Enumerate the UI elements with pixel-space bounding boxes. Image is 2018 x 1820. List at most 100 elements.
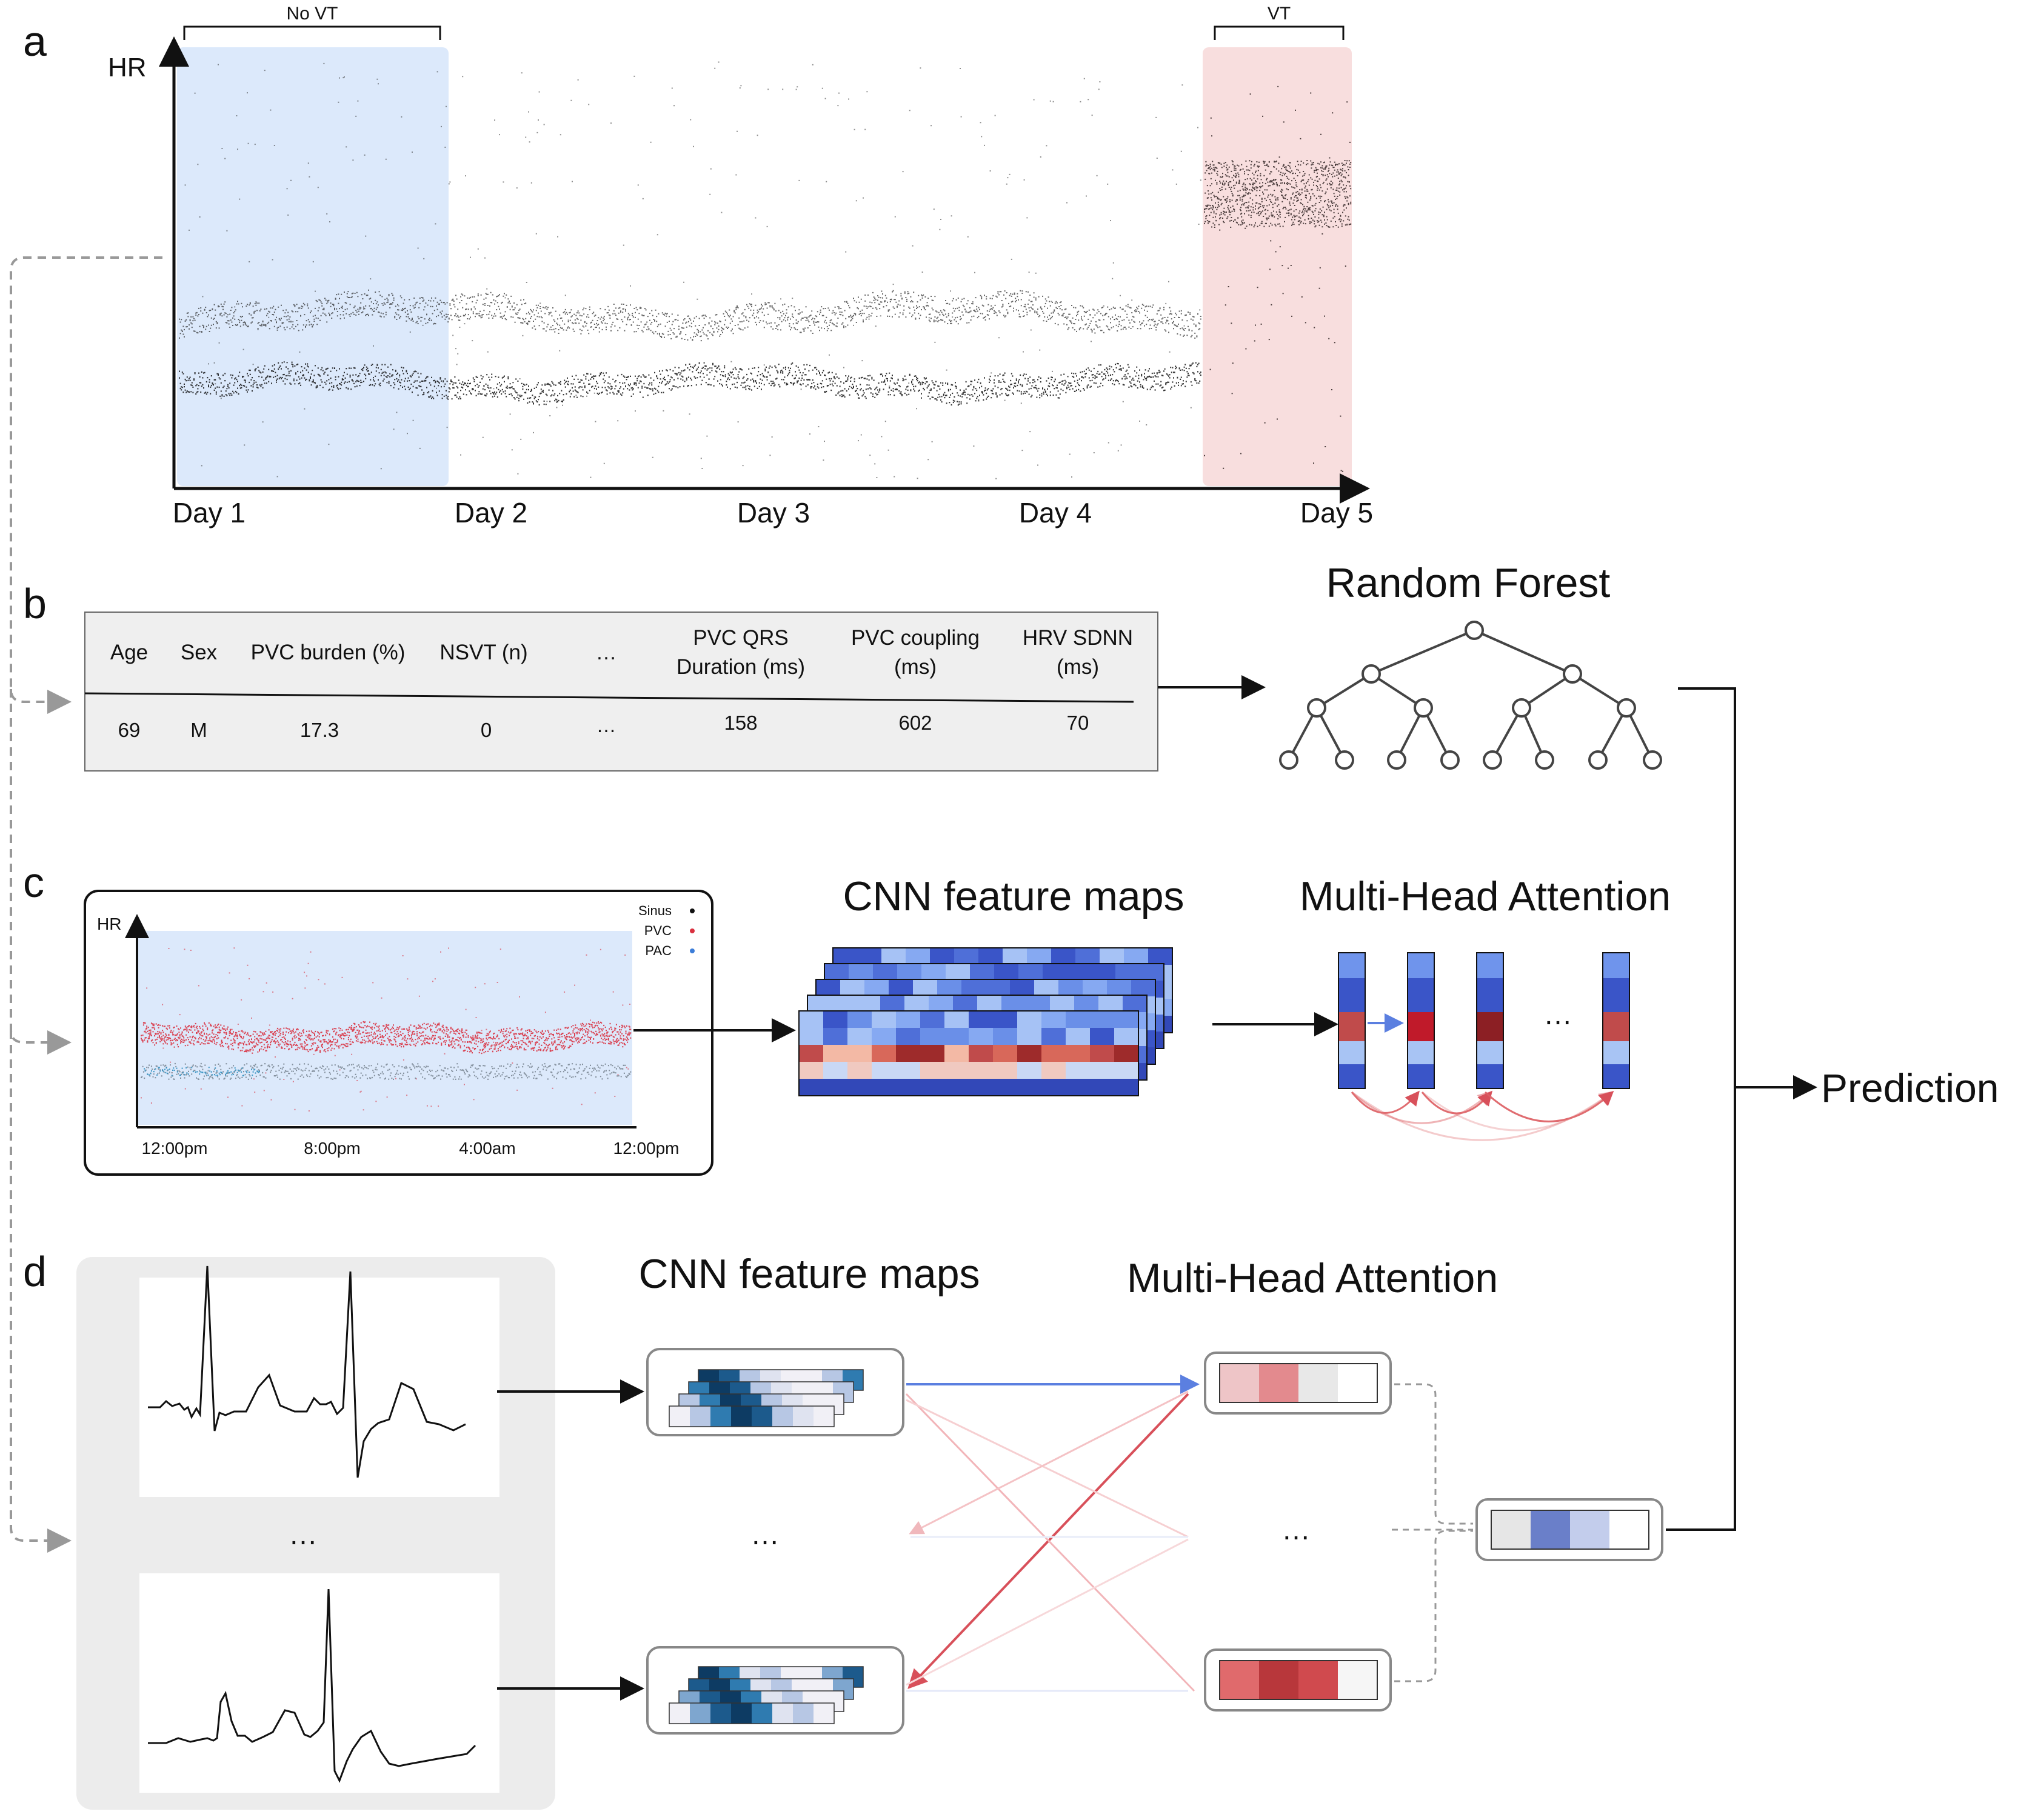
value-ellipsis: …	[596, 714, 616, 736]
attention-arc	[1351, 1091, 1614, 1141]
attention-token-column	[1476, 952, 1504, 1089]
feature-map-cell	[1017, 1079, 1041, 1096]
feature-map-cell	[823, 1079, 847, 1096]
random-forest-tree-icon	[1279, 621, 1662, 770]
panel-a-letter: a	[23, 18, 47, 65]
feature-map-cell	[1107, 979, 1131, 996]
feature-map-cell	[799, 1045, 823, 1062]
feature-map-cell	[847, 1045, 872, 1062]
feature-map-cell	[904, 995, 929, 1012]
ecg-beat-1-trace	[148, 1265, 466, 1478]
pooled-embedding-vector	[1491, 1510, 1649, 1550]
header-pvc-qrs-line1: PVC QRS	[693, 626, 789, 650]
feature-map-cell	[847, 1028, 872, 1045]
feature-map-cell	[1090, 1011, 1114, 1028]
header-hrv-sdnn-line2: (ms)	[1057, 655, 1099, 679]
feature-map-cell	[993, 1079, 1017, 1096]
feature-map-cell	[799, 1011, 823, 1028]
feature-map-cell	[969, 1011, 993, 1028]
feature-map-cell	[944, 1045, 969, 1062]
panel-c: c HR Sinus PVC PAC 12:00pm 8:00pm 4:00am…	[23, 859, 1671, 1176]
aggregate-line-top	[1394, 1383, 1473, 1525]
holter-x-label-1: 12:00pm	[142, 1139, 208, 1158]
vector-cell	[1609, 1510, 1649, 1549]
attention-token-cell	[1338, 1064, 1365, 1088]
holter-sinus-points	[141, 1062, 632, 1080]
mini-feature-cell	[752, 1703, 772, 1724]
feature-map-cell	[1041, 1045, 1066, 1062]
feature-map-cell	[1067, 964, 1091, 981]
legend-sinus-label: Sinus	[638, 903, 672, 918]
value-hrv-sdnn: 70	[1067, 712, 1089, 734]
feature-map-cell	[1090, 1062, 1114, 1079]
tree-node	[1512, 698, 1531, 718]
feature-map-cell	[1098, 995, 1123, 1012]
tree-node	[1361, 664, 1381, 684]
feature-map-cell	[993, 1062, 1017, 1079]
panel-d: d … CNN feature maps Multi-Head Attentio…	[23, 1248, 1663, 1810]
tree-node	[1617, 698, 1636, 718]
attention-arc	[1422, 1091, 1614, 1132]
feature-map-cell	[1115, 964, 1140, 981]
x-label-day-5: Day 5	[1300, 497, 1373, 528]
cnn-feature-map-stack	[798, 947, 1173, 1096]
attention-token-column	[1602, 952, 1630, 1089]
random-forest-title: Random Forest	[1326, 560, 1611, 606]
feature-map-cell	[1003, 948, 1027, 965]
feature-map-cell	[1140, 964, 1164, 981]
attention-output-1-vector	[1219, 1363, 1378, 1403]
feature-map-cell	[1017, 1028, 1041, 1045]
feature-map-cell	[896, 1079, 920, 1096]
feature-map-cell	[1100, 948, 1124, 965]
no-vt-bracket-label: No VT	[286, 4, 338, 24]
feature-map-cell	[920, 1011, 944, 1028]
feature-map-cell	[1034, 979, 1058, 996]
feature-map-cell	[1051, 948, 1075, 965]
header-ellipsis: …	[596, 641, 617, 664]
feature-map-cell	[1066, 1045, 1090, 1062]
attention-output-2-vector	[1219, 1660, 1378, 1700]
tree-edge	[1395, 707, 1425, 761]
header-pvc-coupling-line1: PVC coupling	[851, 626, 980, 650]
tree-node	[1643, 750, 1662, 770]
feature-table-values: 69 M 17.3 0 … 158 602 70	[118, 712, 1089, 741]
attention-token-columns	[1338, 952, 1630, 1141]
mini-feature-cell	[814, 1703, 834, 1724]
value-pvc-coupling: 602	[898, 712, 932, 734]
feature-map-cell	[1041, 1079, 1066, 1096]
value-pvc-burden: 17.3	[300, 719, 339, 741]
feature-map-cell	[849, 964, 873, 981]
feature-map-cell	[896, 1011, 920, 1028]
feature-map-cell	[1114, 1045, 1138, 1062]
feature-map-cell	[1043, 964, 1067, 981]
attention-token-cell	[1477, 1041, 1503, 1064]
feature-map-cell	[1090, 1079, 1114, 1096]
feature-map-cell	[872, 1045, 896, 1062]
attention-token-cell	[1603, 1064, 1629, 1088]
attention-token-cell	[1338, 1012, 1365, 1041]
feature-map-cell	[994, 964, 1018, 981]
feature-map-cell	[823, 1062, 847, 1079]
feature-map-cell	[1050, 995, 1074, 1012]
feature-map-cell	[896, 1028, 920, 1045]
attention-token-cell	[1338, 978, 1365, 1012]
mini-feature-cell	[772, 1406, 793, 1427]
header-pvc-qrs-line2: Duration (ms)	[677, 655, 805, 679]
vector-cell	[1298, 1364, 1338, 1402]
attention-token-cell	[1338, 953, 1365, 978]
feature-map-cell	[896, 1045, 920, 1062]
attention-token-column	[1338, 952, 1366, 1089]
ecg-beat-2-trace	[148, 1588, 476, 1783]
tree-node	[1563, 664, 1582, 684]
mini-feature-cell	[690, 1406, 710, 1427]
panel-c-letter: c	[23, 859, 44, 906]
vector-cell	[1570, 1510, 1609, 1549]
tree-edge	[1371, 629, 1475, 675]
tree-edge	[1315, 673, 1372, 709]
mini-feature-cell	[752, 1406, 772, 1427]
feature-map-cell	[970, 964, 994, 981]
vector-cell	[1338, 1661, 1377, 1699]
mini-feature-cell	[669, 1406, 690, 1427]
beat-1-feature-maps	[669, 1369, 864, 1427]
mini-feature-cell	[814, 1406, 834, 1427]
